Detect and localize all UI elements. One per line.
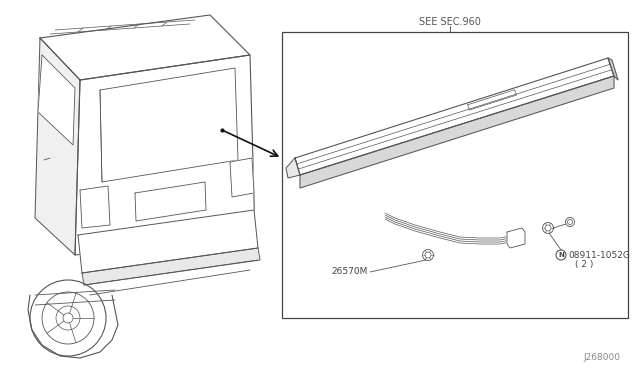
Polygon shape bbox=[82, 248, 260, 285]
Polygon shape bbox=[78, 210, 258, 273]
Polygon shape bbox=[40, 15, 250, 80]
Circle shape bbox=[63, 313, 73, 323]
Polygon shape bbox=[38, 55, 75, 145]
Text: 26570M: 26570M bbox=[332, 267, 368, 276]
Text: ( 2 ): ( 2 ) bbox=[575, 260, 593, 269]
Polygon shape bbox=[75, 55, 255, 255]
Polygon shape bbox=[300, 76, 614, 188]
Polygon shape bbox=[100, 68, 238, 182]
Bar bbox=[282, 32, 628, 318]
Text: N: N bbox=[558, 252, 564, 258]
Text: SEE SEC.960: SEE SEC.960 bbox=[419, 17, 481, 27]
Polygon shape bbox=[80, 186, 110, 228]
Polygon shape bbox=[295, 58, 614, 175]
Polygon shape bbox=[135, 182, 206, 221]
Text: J268000: J268000 bbox=[583, 353, 620, 362]
Polygon shape bbox=[286, 158, 300, 178]
Text: 08911-1052G: 08911-1052G bbox=[568, 250, 630, 260]
Polygon shape bbox=[507, 228, 525, 248]
Polygon shape bbox=[230, 158, 254, 197]
Polygon shape bbox=[35, 38, 80, 255]
Polygon shape bbox=[608, 58, 618, 80]
